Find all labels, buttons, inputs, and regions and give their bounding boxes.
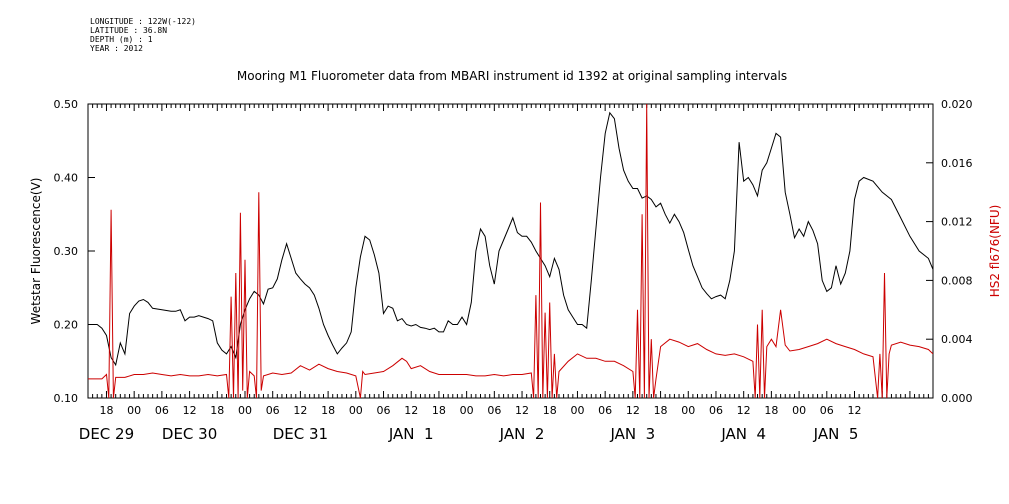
x-hour-label: 12 [848, 404, 862, 417]
x-hour-label: 12 [183, 404, 197, 417]
y-right-tick-label: 0.000 [941, 392, 973, 405]
y-left-tick-label: 0.50 [54, 98, 79, 111]
y-left-tick-label: 0.20 [54, 319, 79, 332]
x-hour-label: 00 [238, 404, 252, 417]
y-axis-right-label: HS2 fl676(NFU) [988, 205, 1002, 298]
chart-title: Mooring M1 Fluorometer data from MBARI i… [237, 69, 787, 83]
x-hour-label: 00 [681, 404, 695, 417]
x-hour-label: 18 [99, 404, 113, 417]
y-right-tick-label: 0.020 [941, 98, 973, 111]
y-right-tick-label: 0.012 [941, 216, 973, 229]
x-hour-label: 12 [626, 404, 640, 417]
x-hour-label: 18 [764, 404, 778, 417]
x-hour-label: 00 [460, 404, 474, 417]
x-hour-label: 06 [377, 404, 391, 417]
year-line: YEAR : 2012 [90, 44, 143, 53]
x-day-label: DEC 30 [162, 425, 217, 443]
x-hour-label: 06 [487, 404, 501, 417]
y-right-tick-label: 0.004 [941, 333, 973, 346]
axis-ticks [87, 103, 934, 399]
x-hour-label: 12 [737, 404, 751, 417]
plot-frame [87, 103, 934, 399]
x-day-label: DEC 31 [273, 425, 328, 443]
depth-line: DEPTH (m) : 1 [90, 35, 153, 44]
x-hour-label: 06 [820, 404, 834, 417]
x-hour-label: 06 [266, 404, 280, 417]
x-hour-label: 12 [404, 404, 418, 417]
latitude-line: LATITUDE : 36.8N [90, 26, 168, 35]
x-hour-label: 00 [792, 404, 806, 417]
x-hour-label: 06 [709, 404, 723, 417]
x-hour-label: 12 [293, 404, 307, 417]
y-axis-left-label: Wetstar Fluorescence(V) [29, 178, 43, 325]
x-day-label: JAN 3 [609, 425, 655, 443]
x-hour-label: 18 [321, 404, 335, 417]
metadata-block: LONGITUDE : 122W(-122) LATITUDE : 36.8N … [90, 17, 196, 53]
x-hour-label: 18 [432, 404, 446, 417]
data-series [88, 104, 933, 398]
y-right-tick-label: 0.016 [941, 157, 973, 170]
y-left-tick-label: 0.30 [54, 245, 79, 258]
x-hour-label: 06 [155, 404, 169, 417]
y-right-tick-label: 0.008 [941, 274, 973, 287]
x-hour-label: 18 [543, 404, 557, 417]
wetstar-fluorescence-line [88, 111, 933, 367]
axis-labels: 0.10 0.20 0.30 0.40 0.50 0.000 0.004 0.008 0.012… [54, 98, 973, 443]
x-day-label: DEC 29 [79, 425, 134, 443]
x-hour-label: 18 [654, 404, 668, 417]
x-hour-label: 18 [210, 404, 224, 417]
x-day-label: JAN 1 [388, 425, 434, 443]
x-hour-label: 00 [349, 404, 363, 417]
longitude-line: LONGITUDE : 122W(-122) [90, 17, 196, 26]
hs2-fl676-line [88, 104, 933, 398]
x-day-label: JAN 4 [720, 425, 766, 443]
x-hour-label: 00 [127, 404, 141, 417]
x-hour-label: 00 [570, 404, 584, 417]
x-day-label: JAN 5 [813, 425, 859, 443]
x-day-label: JAN 2 [499, 425, 545, 443]
y-left-tick-label: 0.40 [54, 172, 79, 185]
x-hour-label: 06 [598, 404, 612, 417]
y-left-tick-label: 0.10 [54, 392, 79, 405]
x-hour-label: 12 [515, 404, 529, 417]
